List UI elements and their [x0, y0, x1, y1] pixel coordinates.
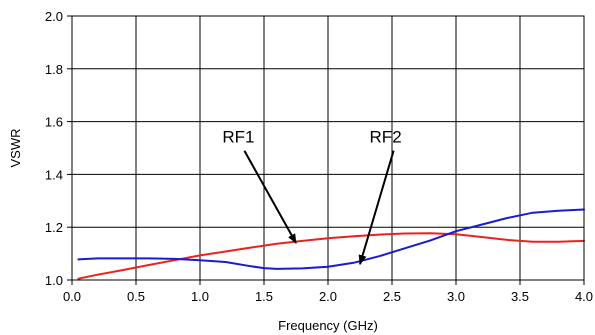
annotation-label-rf1: RF1 [222, 128, 254, 147]
y-tick-label: 1.4 [45, 167, 63, 182]
x-tick-label: 4.0 [575, 289, 593, 304]
series-line-rf2 [77, 208, 585, 270]
x-axis-title: Frequency (GHz) [278, 318, 378, 333]
series-layer [77, 208, 585, 280]
y-tick-label: 2.0 [45, 9, 63, 24]
tick-labels: 0.0 0.5 1.0 1.5 2.0 2.5 3.0 3.5 4.0 1.0 1.2 1.4 1.6 1… [45, 9, 593, 304]
annotation-arrow-rf1 [243, 150, 297, 244]
x-tick-label: 0.0 [63, 289, 81, 304]
annotation-arrow-rf2 [358, 150, 395, 266]
x-tick-label: 2.5 [383, 289, 401, 304]
y-axis-title: VSWR [8, 129, 23, 168]
x-tick-label: 2.0 [319, 289, 337, 304]
annotations: RF1 RF2 [222, 128, 402, 266]
x-tick-label: 1.5 [255, 289, 273, 304]
annotation-label-rf2: RF2 [370, 128, 402, 147]
y-tick-label: 1.2 [45, 220, 63, 235]
y-tick-label: 1.0 [45, 273, 63, 288]
x-tick-label: 1.0 [191, 289, 209, 304]
y-tick-label: 1.8 [45, 62, 63, 77]
y-tick-label: 1.6 [45, 115, 63, 130]
x-tick-label: 3.5 [511, 289, 529, 304]
series-line-rf1 [77, 232, 585, 280]
x-tick-label: 3.0 [447, 289, 465, 304]
x-tick-label: 0.5 [127, 289, 145, 304]
